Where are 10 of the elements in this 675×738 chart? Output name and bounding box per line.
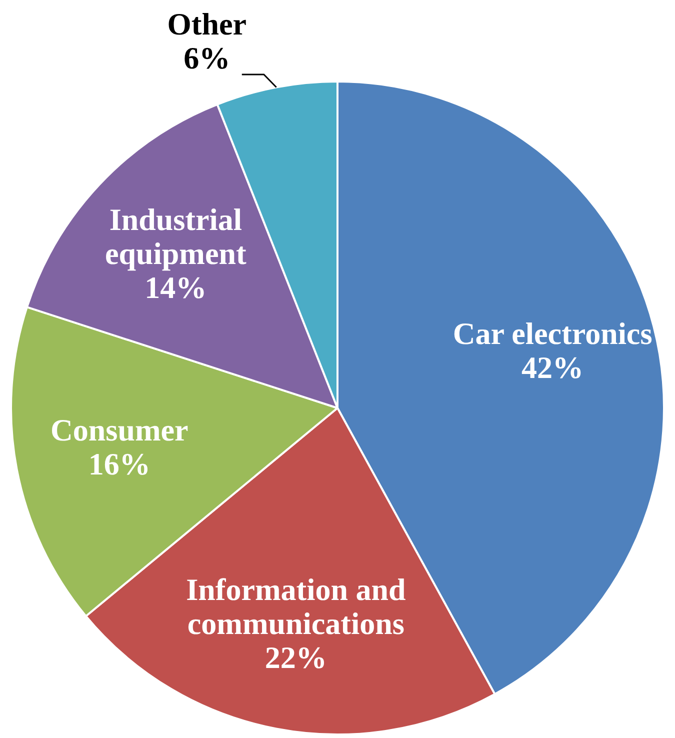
- slice-label: Consumer: [50, 412, 189, 448]
- slice-label: Industrial equipment: [105, 202, 247, 272]
- data-label: 16%: [88, 446, 150, 482]
- data-label: 42%: [522, 350, 584, 385]
- slice-label: Car electronics: [452, 316, 652, 351]
- slice-label: Information and communications: [186, 572, 406, 642]
- data-label: 22%: [264, 640, 327, 676]
- data-label: 14%: [144, 270, 207, 306]
- slice-label: Other: [167, 6, 247, 42]
- data-label: 6%: [184, 40, 230, 76]
